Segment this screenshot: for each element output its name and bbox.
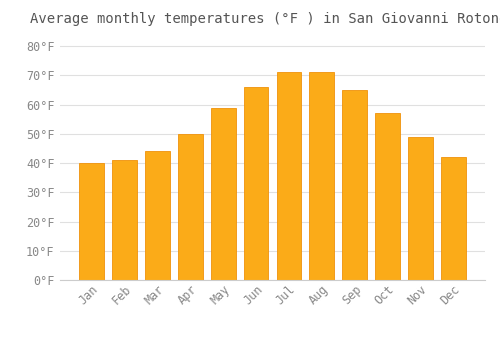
Bar <box>178 134 203 280</box>
Bar <box>408 137 433 280</box>
Bar <box>342 90 367 280</box>
Bar <box>376 113 400 280</box>
Bar <box>441 157 466 280</box>
Bar <box>310 72 334 280</box>
Bar <box>145 151 170 280</box>
Bar <box>211 107 236 280</box>
Bar <box>276 72 301 280</box>
Bar <box>112 160 137 280</box>
Bar <box>80 163 104 280</box>
Bar <box>244 87 268 280</box>
Title: Average monthly temperatures (°F ) in San Giovanni Rotondo: Average monthly temperatures (°F ) in Sa… <box>30 12 500 26</box>
